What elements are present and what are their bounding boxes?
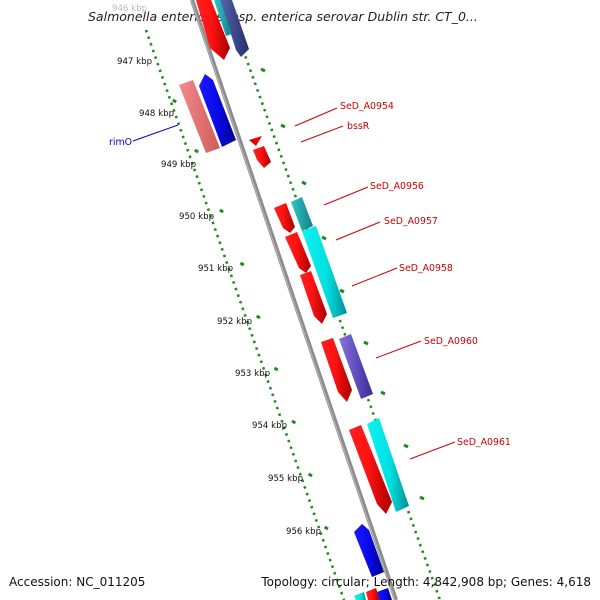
kbp-label: 946 kbp (112, 4, 147, 14)
kbp-label: 949 kbp (161, 160, 196, 170)
scale-ticks-line (144, 29, 346, 600)
accession-text: Accession: NC_011205 (9, 575, 145, 589)
kbp-label: 954 kbp (252, 421, 287, 431)
gene-block-cyan (367, 418, 409, 512)
gene-labels: rimO SeD_A0954 bssR SeD_A0956 SeD_A0957 … (109, 101, 511, 448)
gene-small-red (249, 136, 262, 146)
gene-block-purple (339, 334, 373, 399)
gene-arrow-red (274, 203, 295, 233)
gene-label-SeD_A0960: SeD_A0960 (424, 336, 478, 347)
genome-backbone (190, 0, 398, 600)
kbp-label: 948 kbp (139, 109, 174, 119)
gene-label-SeD_A0957: SeD_A0957 (384, 216, 438, 227)
gene-arrow-red (285, 232, 311, 273)
kbp-label: 951 kbp (198, 264, 233, 274)
genome-stats-text: Topology: circular; Length: 4,842,908 bp… (260, 575, 591, 589)
gene-label-rimO: rimO (109, 137, 132, 148)
kbp-label: 956 kbp (286, 527, 321, 537)
gene-arrow-red (300, 271, 327, 324)
major-ticks (172, 67, 425, 531)
gene-arrow-red (349, 425, 392, 514)
gene-label-SeD_A0961: SeD_A0961 (457, 437, 511, 448)
genome-backbone-highlight (190, 0, 396, 600)
gene-arrow-blue (377, 588, 392, 600)
gene-arrow-red (321, 338, 352, 402)
gene-label-SeD_A0956: SeD_A0956 (370, 181, 424, 192)
gene-block-cyan (354, 592, 366, 600)
gene-arrow-navy (220, 0, 249, 57)
gene-arrow-blue (199, 74, 236, 147)
map-title: Salmonella enterica subsp. enterica sero… (88, 9, 478, 24)
gene-arrow-red (366, 588, 380, 600)
gene-block-cyan (302, 226, 347, 318)
gene-arrow-blue (354, 524, 384, 577)
kbp-labels: 946 kbp 947 kbp 948 kbp 949 kbp 950 kbp … (112, 4, 321, 537)
gene-arrow-red (196, 0, 230, 60)
gene-label-SeD_A0954: SeD_A0954 (340, 101, 394, 112)
gene-label-connectors (294, 107, 456, 460)
kbp-label: 947 kbp (117, 57, 152, 67)
rimo-label-connector (132, 124, 179, 142)
gene-arrow-teal (214, 0, 232, 36)
kbp-label: 950 kbp (179, 212, 214, 222)
kbp-label: 955 kbp (268, 474, 303, 484)
kbp-label: 952 kbp (217, 317, 252, 327)
kbp-label: 953 kbp (235, 369, 270, 379)
gene-block-teal (291, 197, 313, 231)
gene-block-pink (179, 80, 220, 153)
gene-label-SeD_A0958: SeD_A0958 (399, 263, 453, 274)
gene-arrow-red-small (253, 146, 271, 168)
gene-label-bssR: bssR (347, 121, 370, 132)
